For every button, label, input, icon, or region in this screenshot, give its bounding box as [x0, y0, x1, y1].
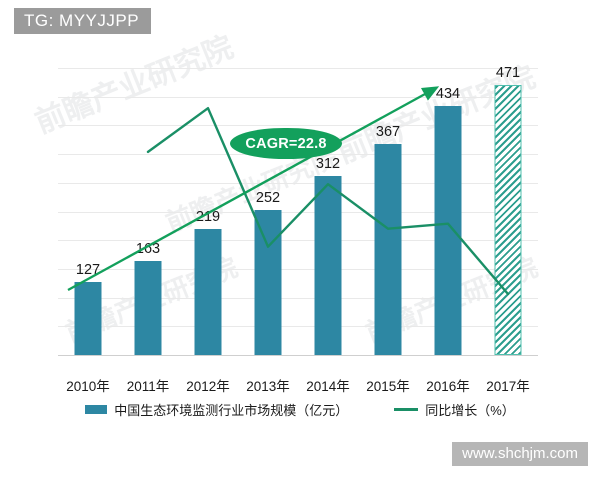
- bar-2012年[interactable]: [194, 229, 222, 355]
- gridline: [58, 240, 538, 242]
- bar-value-label: 163: [135, 241, 161, 258]
- legend-bar-label: 中国生态环境监测行业市场规模（亿元）: [114, 403, 349, 418]
- bar-2016年[interactable]: [434, 105, 462, 355]
- bar-value-label: 471: [495, 64, 521, 81]
- cagr-callout-badge: CAGR=22.8: [230, 128, 342, 159]
- legend-line-label: 同比增长（%）: [425, 403, 515, 418]
- bar-2014年[interactable]: [314, 175, 342, 355]
- x-axis-tick-2017年: 2017年: [486, 379, 530, 394]
- bar-value-label: 312: [315, 155, 341, 172]
- axis-baseline: [58, 355, 538, 356]
- growth-line-path: [146, 107, 510, 296]
- x-axis-tick-2014年: 2014年: [306, 379, 350, 394]
- x-axis-tick-2015年: 2015年: [366, 379, 410, 394]
- gridline: [58, 211, 538, 213]
- bar-value-label: 367: [375, 124, 401, 141]
- legend-bar-swatch-icon: [85, 405, 108, 414]
- bar-value-label: 434: [435, 85, 461, 102]
- bar-2015年[interactable]: [374, 144, 402, 355]
- x-axis-tick-2010年: 2010年: [66, 379, 110, 394]
- gridline: [58, 68, 538, 69]
- x-axis-tick-2011年: 2011年: [126, 379, 170, 394]
- bar-2017年[interactable]: [494, 84, 522, 355]
- gridline: [58, 182, 538, 184]
- gridline: [58, 297, 538, 299]
- bar-value-label: 127: [75, 262, 101, 279]
- bar-2010年[interactable]: [74, 282, 102, 355]
- bar-2011年[interactable]: [134, 261, 162, 355]
- x-axis-tick-2016年: 2016年: [426, 379, 470, 394]
- trend-arrow-icon: [67, 86, 440, 292]
- bar-value-label: 219: [195, 209, 221, 226]
- site-watermark: www.shchjm.com: [452, 442, 588, 466]
- bar-value-label: 252: [255, 190, 281, 207]
- gridline: [58, 326, 538, 328]
- gridline: [58, 268, 538, 270]
- gridline: [58, 96, 538, 98]
- chart-container: 前瞻产业研究院 前瞻产业研究院 前瞻产业研究院 前瞻产业研究院 前瞻产业研究院 …: [0, 31, 600, 395]
- x-axis-tick-2013年: 2013年: [246, 379, 290, 394]
- bar-2013年[interactable]: [254, 210, 282, 355]
- legend-item-bar[interactable]: 中国生态环境监测行业市场规模（亿元）: [85, 400, 348, 419]
- tg-tag-badge: TG: MYYJJPP: [14, 8, 152, 34]
- chart-legend: 中国生态环境监测行业市场规模（亿元） 同比增长（%）: [0, 400, 600, 419]
- x-axis-tick-2012年: 2012年: [186, 379, 230, 394]
- line-series-overlay: [67, 86, 510, 296]
- plot-area: 500 450 400 350 300 250 200 150 100 50 0…: [58, 64, 538, 393]
- legend-line-swatch-icon: [394, 408, 419, 411]
- gridline: [58, 125, 538, 127]
- legend-item-line[interactable]: 同比增长（%）: [394, 400, 515, 419]
